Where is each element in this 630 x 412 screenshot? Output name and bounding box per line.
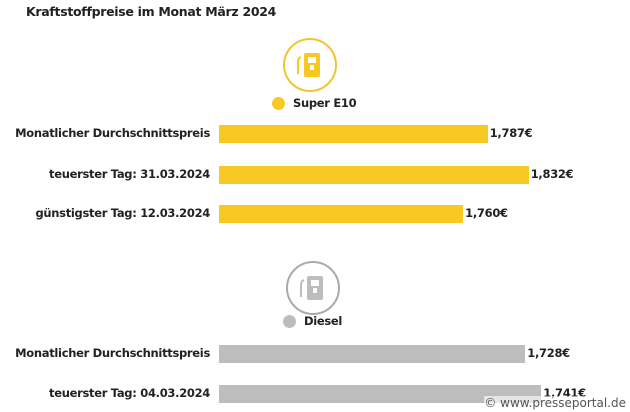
category-label: Monatlicher Durchschnittspreis — [15, 126, 210, 140]
chart-title: Kraftstoffpreise im Monat März 2024 — [26, 4, 277, 19]
value-label: 1,787€ — [489, 126, 533, 140]
bar — [219, 345, 526, 363]
legend-item: Super E10 — [272, 96, 357, 110]
legend-dot — [283, 314, 296, 328]
legend-item: Diesel — [283, 314, 342, 328]
fuel-pump-icon — [283, 38, 337, 92]
bar — [219, 385, 542, 403]
value-label: 1,728€ — [527, 346, 570, 360]
category-label: günstigster Tag: 12.03.2024 — [35, 206, 210, 220]
category-label: Monatlicher Durchschnittspreis — [15, 346, 210, 360]
bar — [219, 125, 488, 143]
category-label: teuerster Tag: 04.03.2024 — [49, 386, 210, 400]
watermark: © www.presseportal.de — [484, 396, 626, 410]
category-label: teuerster Tag: 31.03.2024 — [49, 167, 210, 181]
bar — [219, 166, 529, 184]
legend-label: Super E10 — [293, 96, 357, 110]
value-label: 1,760€ — [465, 206, 508, 220]
legend-dot — [272, 96, 285, 110]
value-label: 1,832€ — [530, 167, 574, 181]
bar — [219, 205, 464, 223]
fuel-pump-icon — [286, 261, 340, 315]
legend-label: Diesel — [304, 314, 343, 328]
